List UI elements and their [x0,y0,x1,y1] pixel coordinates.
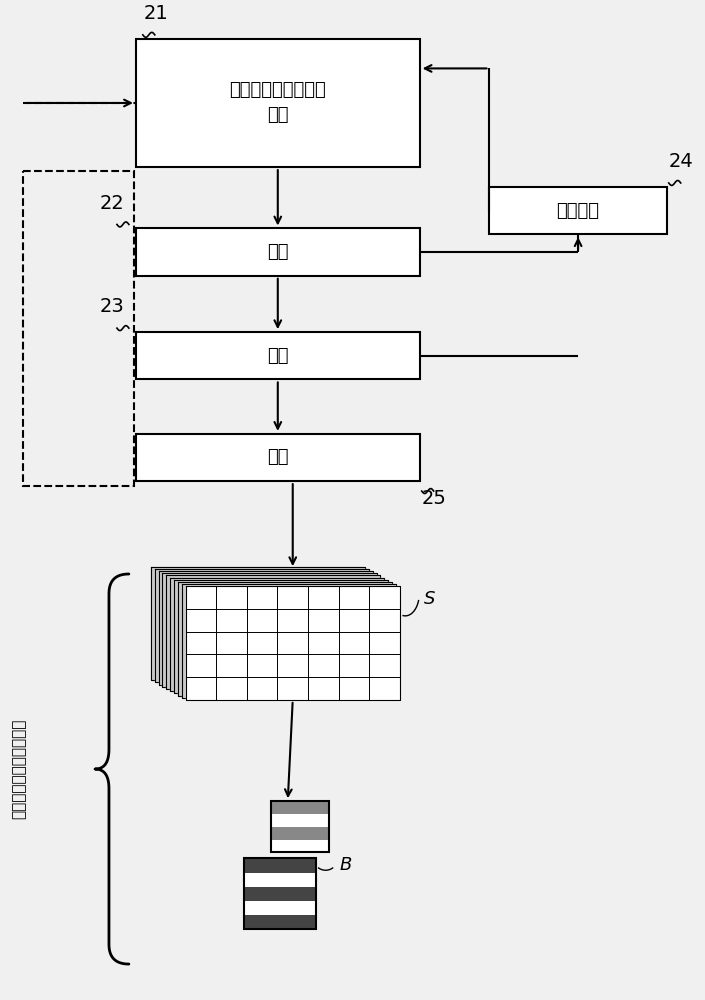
Text: 24: 24 [669,152,694,171]
Bar [136,228,419,276]
Bar [136,39,419,167]
Bar [271,814,329,827]
Polygon shape [154,569,369,682]
Polygon shape [162,573,376,687]
Bar [244,901,316,915]
Text: S: S [424,590,436,608]
Bar [271,827,329,840]
Text: B: B [340,856,352,874]
Bar [489,187,667,234]
Text: 23: 23 [99,297,124,316]
Polygon shape [159,571,373,685]
Text: 具有合成设计的印刷结果: 具有合成设计的印刷结果 [12,719,27,819]
Bar [244,858,316,873]
Text: 单独设计特征集合的
设计: 单独设计特征集合的 设计 [229,81,326,124]
Bar [244,915,316,929]
Text: 21: 21 [144,4,168,23]
Bar [136,332,419,379]
Bar [271,801,329,852]
Polygon shape [151,567,365,680]
Bar [244,858,316,929]
Bar [271,801,329,814]
Bar [23,171,134,486]
Bar [136,434,419,481]
Polygon shape [174,580,388,693]
Text: 25: 25 [422,489,446,508]
Text: 生产: 生产 [267,448,288,466]
Polygon shape [166,575,381,689]
Bar [271,840,329,852]
Polygon shape [178,582,392,696]
Polygon shape [182,584,396,698]
Text: 制板: 制板 [267,347,288,365]
Bar [244,887,316,901]
Bar [244,873,316,887]
Text: 测试印刷: 测试印刷 [557,202,600,220]
Polygon shape [170,578,384,691]
Text: 22: 22 [99,194,124,213]
Text: 打样: 打样 [267,243,288,261]
Polygon shape [185,586,400,700]
